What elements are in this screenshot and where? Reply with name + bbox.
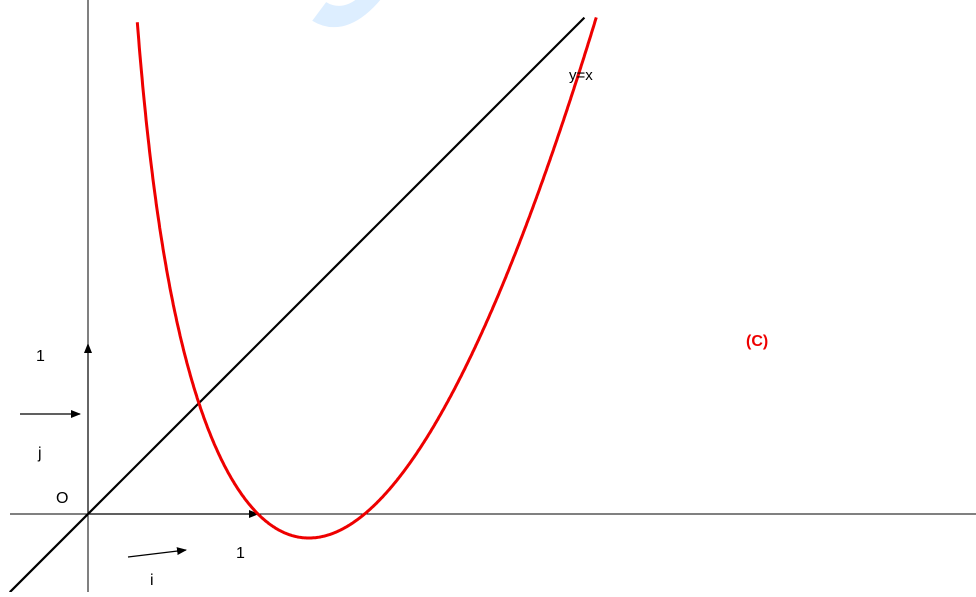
axes — [10, 0, 976, 592]
y-tick-label-1: 1 — [36, 348, 45, 365]
series-line-y-equals-x — [9, 16, 586, 593]
origin-label: O — [56, 490, 68, 507]
x-tick-label-1: 1 — [236, 545, 245, 562]
line-label-y-equals-x: y=x — [569, 67, 593, 84]
vector-i-arrow — [127, 547, 187, 558]
vector-i-label: i — [150, 572, 154, 589]
curve-label-c: (C) — [746, 333, 768, 350]
vector-j-label: j — [37, 445, 42, 462]
series-curve-c — [135, 16, 598, 540]
